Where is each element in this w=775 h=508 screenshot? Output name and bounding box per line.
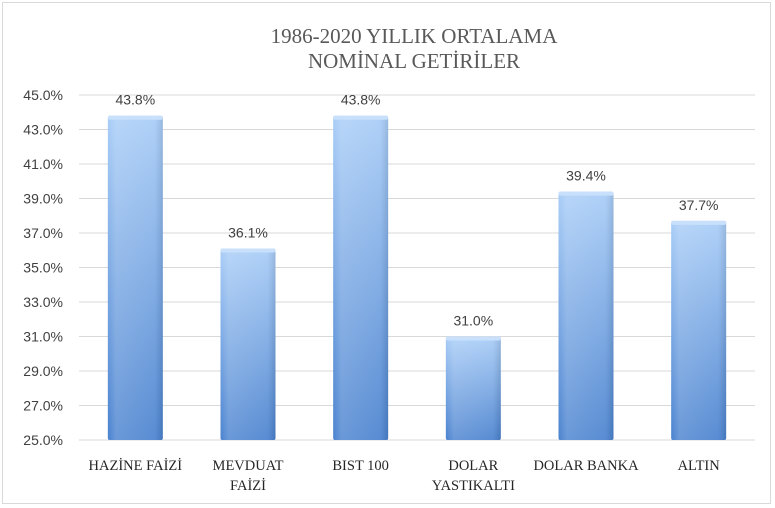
data-label: 37.7% (679, 197, 719, 213)
x-category-label: BIST 100 (332, 458, 389, 474)
y-tick-label: 41.0% (23, 156, 63, 172)
x-category-label: DOLAR BANKA (533, 458, 639, 474)
bar-top-highlight (558, 191, 614, 196)
x-category-label: DOLAR (448, 458, 498, 474)
chart-title-line: 1986-2020 YILLIK ORTALAMA (271, 24, 559, 48)
bars (107, 115, 727, 440)
y-tick-label: 37.0% (23, 225, 63, 241)
y-tick-label: 29.0% (23, 363, 63, 379)
bar-top-highlight (333, 115, 389, 120)
data-label: 43.8% (341, 92, 381, 108)
bar-shading (333, 115, 389, 440)
data-label: 43.8% (115, 92, 155, 108)
bar-top-highlight (107, 115, 163, 120)
y-tick-label: 31.0% (23, 329, 63, 345)
bar-shading (445, 336, 501, 440)
bar (220, 248, 276, 440)
bar (333, 115, 389, 440)
data-label: 36.1% (228, 225, 268, 241)
x-category-label: HAZİNE FAİZİ (89, 458, 183, 474)
x-axis-category-labels: HAZİNE FAİZİ MEVDUAT FAİZİ BIST 100 DOLAR YAS… (89, 458, 721, 494)
x-category-label: MEVDUAT (213, 458, 284, 474)
bar (558, 191, 614, 440)
y-tick-label: 39.0% (23, 191, 63, 207)
bar-shading (558, 191, 614, 440)
bar-top-highlight (445, 336, 501, 341)
y-tick-label: 43.0% (23, 122, 63, 138)
data-label: 31.0% (453, 313, 493, 329)
data-label: 39.4% (566, 168, 606, 184)
chart-title-line: NOMİNAL GETİRİLER (308, 49, 520, 73)
bar (671, 220, 727, 440)
bar-shading (220, 248, 276, 440)
bar-shading (671, 220, 727, 440)
bar (107, 115, 163, 440)
y-tick-label: 35.0% (23, 260, 63, 276)
y-tick-label: 27.0% (23, 398, 63, 414)
bar (445, 336, 501, 440)
bar-shading (107, 115, 163, 440)
gridlines (79, 94, 755, 441)
y-tick-label: 45.0% (23, 87, 63, 103)
x-category-label: FAİZİ (230, 478, 266, 494)
y-axis-tick-labels: 25.0% 27.0% 29.0% 31.0% 33.0% 35.0% 37.0% 39.0%… (23, 87, 63, 448)
x-category-label: YASTIKALTI (432, 478, 515, 494)
bar-top-highlight (220, 248, 276, 253)
y-tick-label: 33.0% (23, 294, 63, 310)
bar-top-highlight (671, 220, 727, 225)
y-tick-label: 25.0% (23, 432, 63, 448)
x-category-label: ALTIN (678, 458, 721, 474)
data-labels: 43.8% 36.1% 43.8% 31.0% 39.4% 37.7% (115, 92, 718, 329)
